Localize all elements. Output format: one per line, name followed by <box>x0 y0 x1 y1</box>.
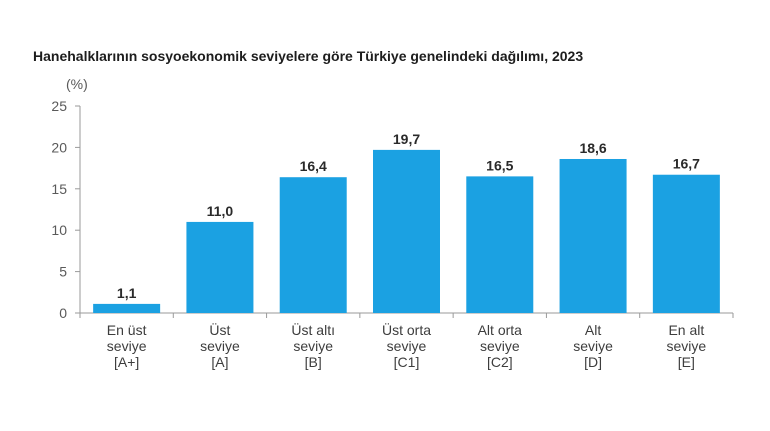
x-category-label: seviye <box>573 338 613 354</box>
bar-value-label: 16,4 <box>300 158 327 174</box>
x-category-label: [A+] <box>114 354 139 370</box>
bar-value-label: 16,5 <box>486 157 513 173</box>
x-category-label: seviye <box>387 338 427 354</box>
bar-value-label: 19,7 <box>393 131 420 147</box>
x-category-label: Alt <box>585 322 601 338</box>
bar-5 <box>559 158 627 313</box>
y-axis-unit-label: (%) <box>66 76 88 92</box>
x-category-label: seviye <box>480 338 520 354</box>
x-category-label: Alt orta <box>478 322 523 338</box>
bar-4 <box>466 176 534 313</box>
y-tick-label: 15 <box>51 181 67 197</box>
x-category-label: Üst <box>209 321 230 338</box>
x-category-label: [A] <box>211 354 228 370</box>
x-category-label: seviye <box>667 338 707 354</box>
y-tick-label: 20 <box>51 139 67 155</box>
y-tick-label: 0 <box>59 305 67 321</box>
bar-value-label: 16,7 <box>673 156 700 172</box>
x-category-label: [D] <box>584 354 602 370</box>
bar-2 <box>279 177 347 313</box>
x-category-label: [C1] <box>394 354 420 370</box>
x-category-label: [C2] <box>487 354 513 370</box>
bar-value-label: 11,0 <box>207 203 234 219</box>
bar-6 <box>652 174 720 313</box>
x-category-label: seviye <box>200 338 240 354</box>
y-tick-label: 10 <box>51 222 67 238</box>
y-tick-label: 5 <box>59 264 67 280</box>
bar-0 <box>93 303 161 313</box>
bar-3 <box>373 149 440 313</box>
x-category-label: [B] <box>305 354 322 370</box>
x-category-label: Üst orta <box>382 321 431 338</box>
x-category-label: seviye <box>293 338 333 354</box>
bar-value-label: 1,1 <box>117 285 137 301</box>
x-category-label: [E] <box>678 354 695 370</box>
bar-value-label: 18,6 <box>579 140 606 156</box>
bar-1 <box>186 221 254 313</box>
x-category-label: En alt <box>668 322 704 338</box>
x-category-label: En üst <box>107 322 147 338</box>
chart-title: Hanehalklarının sosyoekonomik seviyelere… <box>33 48 584 64</box>
x-category-label: seviye <box>107 338 147 354</box>
y-tick-label: 25 <box>51 98 67 114</box>
x-category-label: Üst altı <box>291 321 335 338</box>
